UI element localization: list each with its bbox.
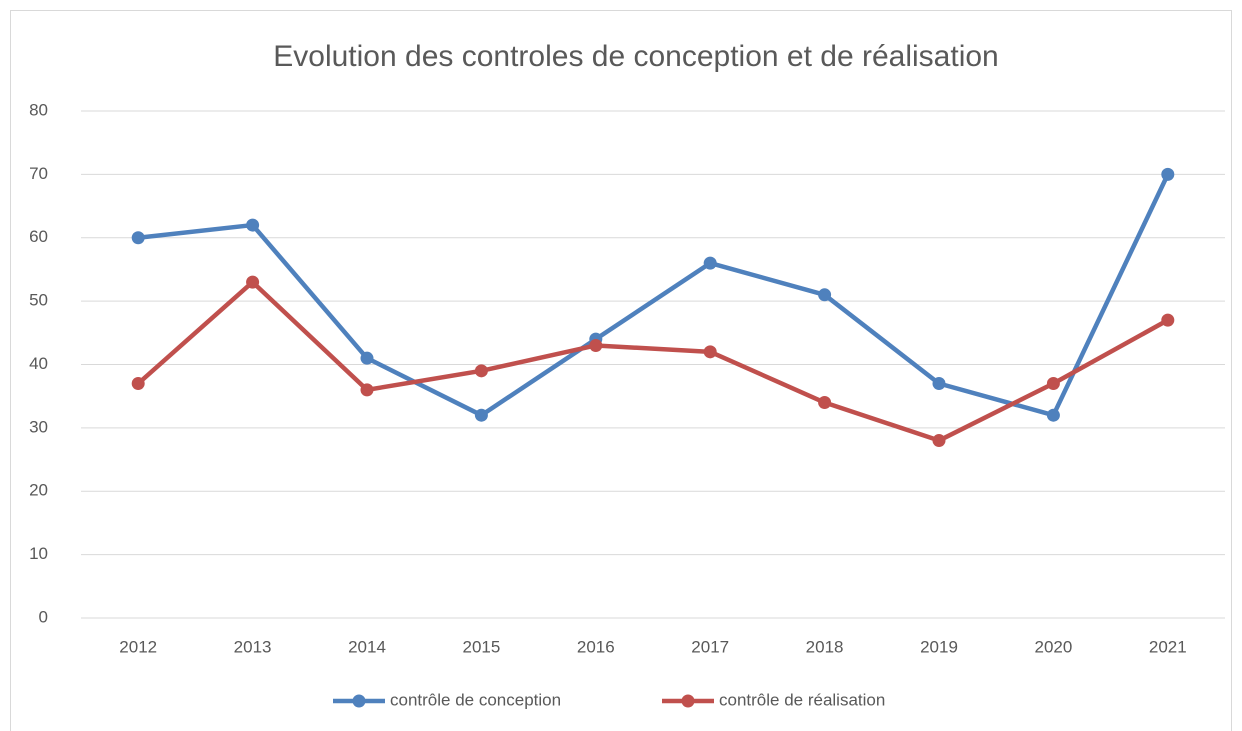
data-point <box>360 383 374 397</box>
data-point <box>1046 377 1060 391</box>
data-point <box>932 377 946 391</box>
y-tick-label: 0 <box>39 607 48 626</box>
data-point <box>474 408 488 422</box>
chart-border <box>10 10 1232 731</box>
chart-title: Evolution des controles de conception et… <box>273 40 998 73</box>
x-tick-label: 2016 <box>577 637 615 656</box>
data-point <box>474 364 488 378</box>
y-tick-label: 10 <box>29 544 48 563</box>
data-point <box>932 434 946 448</box>
data-point <box>818 288 832 302</box>
x-tick-label: 2015 <box>462 637 500 656</box>
data-point <box>703 256 717 270</box>
data-point <box>1161 313 1175 327</box>
series-line <box>137 173 1170 418</box>
data-point <box>246 218 260 232</box>
data-point <box>703 345 717 359</box>
data-point <box>1161 167 1175 181</box>
y-tick-label: 50 <box>29 291 48 310</box>
y-tick-label: 30 <box>29 417 48 436</box>
y-tick-label: 80 <box>29 100 48 119</box>
data-point <box>246 275 260 289</box>
y-tick-label: 70 <box>29 164 48 183</box>
data-point <box>589 338 603 352</box>
y-tick-label: 60 <box>29 227 48 246</box>
x-tick-label: 2020 <box>1034 637 1072 656</box>
y-tick-label: 40 <box>29 354 48 373</box>
data-point <box>818 396 832 410</box>
data-point <box>131 377 145 391</box>
series-line <box>136 279 1169 443</box>
x-tick-label: 2012 <box>119 637 157 656</box>
data-point <box>360 351 374 365</box>
data-point <box>1046 408 1060 422</box>
x-tick-label: 2019 <box>920 637 958 656</box>
x-tick-label: 2021 <box>1149 637 1187 656</box>
legend-label: contrôle de réalisation <box>719 690 885 709</box>
y-tick-label: 20 <box>29 481 48 500</box>
x-tick-label: 2018 <box>806 637 844 656</box>
data-point <box>131 231 145 245</box>
x-tick-label: 2013 <box>234 637 272 656</box>
x-tick-label: 2017 <box>691 637 729 656</box>
legend-label: contrôle de conception <box>390 690 561 709</box>
legend-marker <box>352 694 366 708</box>
legend-marker <box>681 694 695 708</box>
x-tick-label: 2014 <box>348 637 386 656</box>
